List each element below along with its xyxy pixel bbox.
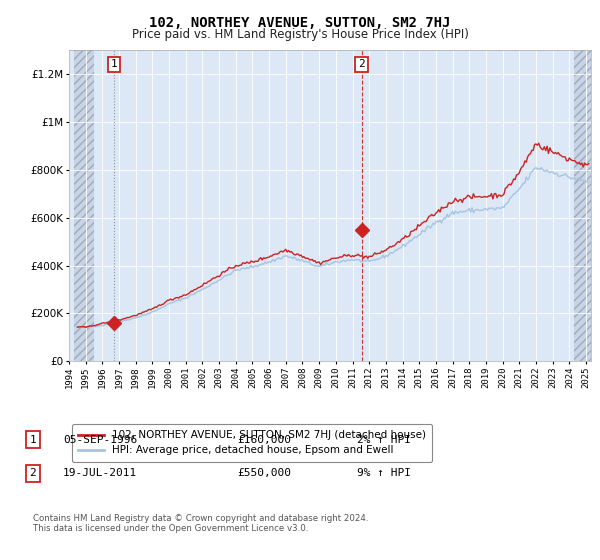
Text: 2: 2	[29, 468, 37, 478]
Text: 1: 1	[110, 59, 118, 69]
Text: Contains HM Land Registry data © Crown copyright and database right 2024.
This d: Contains HM Land Registry data © Crown c…	[33, 514, 368, 534]
Legend: 102, NORTHEY AVENUE, SUTTON, SM2 7HJ (detached house), HPI: Average price, detac: 102, NORTHEY AVENUE, SUTTON, SM2 7HJ (de…	[71, 424, 433, 461]
Text: 05-SEP-1996: 05-SEP-1996	[63, 435, 137, 445]
Text: 1: 1	[29, 435, 37, 445]
Bar	[574, 50, 591, 361]
Text: Price paid vs. HM Land Registry's House Price Index (HPI): Price paid vs. HM Land Registry's House …	[131, 28, 469, 41]
Bar	[74, 50, 94, 361]
Text: £160,000: £160,000	[237, 435, 291, 445]
Text: 19-JUL-2011: 19-JUL-2011	[63, 468, 137, 478]
Text: 9% ↑ HPI: 9% ↑ HPI	[357, 468, 411, 478]
Text: £550,000: £550,000	[237, 468, 291, 478]
Text: 102, NORTHEY AVENUE, SUTTON, SM2 7HJ: 102, NORTHEY AVENUE, SUTTON, SM2 7HJ	[149, 16, 451, 30]
Text: 2% ↑ HPI: 2% ↑ HPI	[357, 435, 411, 445]
Text: 2: 2	[358, 59, 365, 69]
